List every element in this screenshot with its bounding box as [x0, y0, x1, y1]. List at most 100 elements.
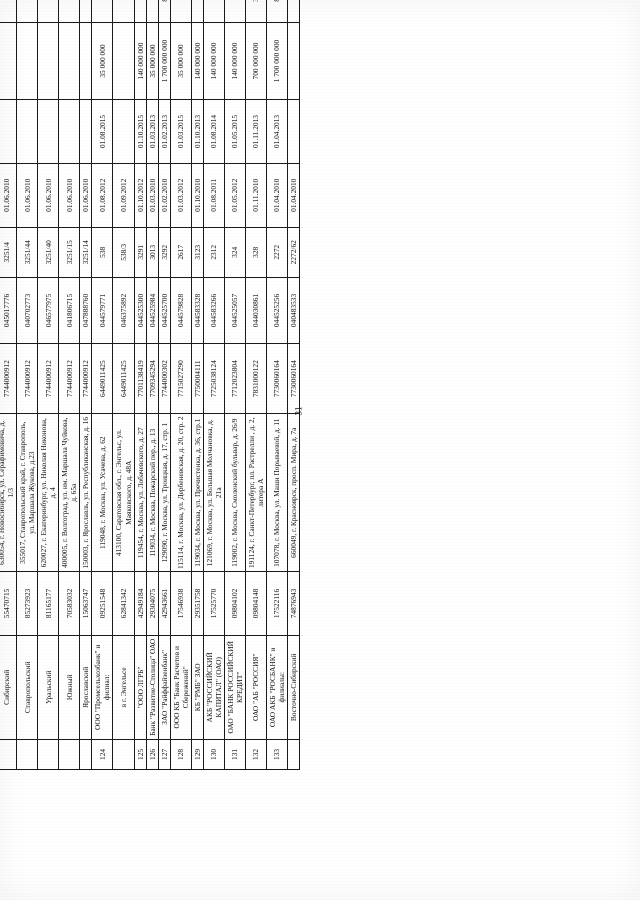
table-row: Южный 70583032 400005, г. Волгоград, ул. и… [58, 0, 80, 770]
table-row: 127 ЗАО "Райффайзенбанк" 42943661 129090, г… [158, 0, 171, 770]
date-to: 01.10.2013 [191, 99, 204, 164]
amount-max: 700 000 000 [191, 0, 204, 23]
date-from: 01.02.2010 [158, 163, 171, 228]
entity-name: ОАО АКБ "РОСБАНК" и филиалы: [266, 635, 288, 740]
entity-code: 74876943 [287, 571, 300, 636]
entity-address: 355017, Ставропольский край, г. Ставропо… [16, 413, 38, 572]
entity-code: 17525770 [203, 571, 225, 636]
entity-address: 191124, г. Санкт-Петербург, пл. Растрелл… [245, 413, 267, 572]
date-to [79, 99, 92, 164]
date-from: 01.06.2010 [58, 163, 80, 228]
amount-max: 700 000 000 [224, 0, 246, 23]
entity-name: ОАО "БАНК РОССИЙСКИЙ КРЕДИТ" [224, 635, 246, 740]
amount-min: 35 000 000 [170, 22, 192, 100]
inn-number: 6449011425 [112, 343, 135, 414]
date-from: 01.06.2010 [16, 163, 38, 228]
amount-max [58, 0, 80, 23]
date-to: 01.04.2013 [266, 99, 288, 164]
date-to [0, 99, 17, 164]
amount-max [79, 0, 92, 23]
row-number: 129 [191, 739, 204, 770]
table-row: в г. Энгельсе 62841342 413100, Саратовская… [112, 0, 135, 770]
inn-number: 7831000122 [245, 343, 267, 414]
license-number: 2617 [170, 227, 192, 278]
entity-code: 85273923 [16, 571, 38, 636]
amount-max [0, 0, 17, 23]
bik-number: 044525057 [224, 277, 246, 344]
license-number: 2272/62 [287, 227, 300, 278]
entity-address: 107078, г. Москва, ул. Маши Порываевой, … [266, 413, 288, 572]
entity-address: 119002, г. Москва, Смоленский бульвар, д… [224, 413, 246, 572]
row-number [16, 739, 38, 770]
entity-code: 42943661 [158, 571, 171, 636]
amount-min: 140 000 000 [191, 22, 204, 100]
entity-name: "ООО ЛГРБ" [134, 635, 147, 740]
table-row: 132 ОАО "АБ "РОССИЯ" 09804148 191124, г. Са… [245, 0, 267, 770]
license-number: 328 [245, 227, 267, 278]
date-from: 01.10.2012 [134, 163, 147, 228]
date-from: 01.06.2010 [37, 163, 59, 228]
amount-min: 140 000 000 [134, 22, 147, 100]
date-from: 01.05.2012 [224, 163, 246, 228]
table-row: 131 ОАО "БАНК РОССИЙСКИЙ КРЕДИТ" 09804102 1… [224, 0, 246, 770]
table-row: 130 АКБ "РОССИЙСКИЙ КАПИТАЛ" (ОАО) 1752577… [203, 0, 225, 770]
date-from: 01.10.2010 [191, 163, 204, 228]
date-from: 01.04.2010 [266, 163, 288, 228]
date-from: 01.09.2012 [112, 163, 135, 228]
amount-max [16, 0, 38, 23]
entity-code: 15063747 [79, 571, 92, 636]
inn-number: 7712023804 [224, 343, 246, 414]
inn-number: 7744000302 [158, 343, 171, 414]
date-to: 01.02.2013 [158, 99, 171, 164]
date-to: 01.10.2015 [134, 99, 147, 164]
amount-max [37, 0, 59, 23]
license-number: 3251/15 [58, 227, 80, 278]
date-from: 01.06.2010 [79, 163, 92, 228]
bik-number: 044525256 [266, 277, 288, 344]
entity-address: 115114, г. Москва, ул. Дербеневская, д. … [170, 413, 192, 572]
row-number [112, 739, 135, 770]
date-to: 01.08.2015 [91, 99, 113, 164]
bik-number: 046375892 [112, 277, 135, 344]
amount-min [0, 22, 17, 100]
entity-code: 09804148 [245, 571, 267, 636]
license-number: 324 [224, 227, 246, 278]
entity-code: 55470715 [0, 571, 17, 636]
amount-min: 140 000 000 [224, 22, 246, 100]
table-row: 125 "ООО ЛГРБ" 42949184 119454, г. Москва, … [134, 0, 147, 770]
entity-code: 81165177 [37, 571, 59, 636]
table-row: Уральский 81165177 620027, г. Екатеринбург… [37, 0, 59, 770]
row-number [37, 739, 59, 770]
inn-number: 7750004111 [191, 343, 204, 414]
bik-number: 044030861 [245, 277, 267, 344]
date-from: 01.11.2010 [245, 163, 267, 228]
table-row: 126 Банк "Развитие-Столица" ОАО 29304075 11… [146, 0, 159, 770]
row-number: 131 [224, 739, 246, 770]
inn-number: 7709345294 [146, 343, 159, 414]
table-row: Ярославский 15063747 150003, г. Ярославль,… [79, 0, 92, 770]
entity-code: 09251548 [91, 571, 113, 636]
bik-number: 046577975 [37, 277, 59, 344]
amount-min [112, 22, 135, 100]
date-from: 01.03.2012 [170, 163, 192, 228]
table-body: 1 2 3 4 5 6 7 8 9 10 11 Дальневосточный9… [0, 0, 300, 770]
amount-min [16, 22, 38, 100]
row-number: 126 [146, 739, 159, 770]
date-to: 01.03.2013 [146, 99, 159, 164]
entity-code: 17546938 [170, 571, 192, 636]
bik-number: 040483533 [287, 277, 300, 344]
amount-max [287, 0, 300, 23]
table-row: Сибирский 55470715 630054, г. Новосибирск,… [0, 0, 17, 770]
bik-number: 044579771 [91, 277, 113, 344]
date-to: 01.03.2015 [170, 99, 192, 164]
row-number: 130 [203, 739, 225, 770]
bik-number: 047888760 [79, 277, 92, 344]
entity-name: Ярославский [79, 635, 92, 740]
entity-code: 09804102 [224, 571, 246, 636]
registry-table: 1 2 3 4 5 6 7 8 9 10 11 Дальневосточный9… [0, 0, 300, 770]
amount-min: 35 000 000 [91, 22, 113, 100]
amount-min [37, 22, 59, 100]
date-from: 01.08.2012 [91, 163, 113, 228]
entity-address: 630054, г. Новосибирск, ул. Серафимовича… [0, 413, 17, 572]
